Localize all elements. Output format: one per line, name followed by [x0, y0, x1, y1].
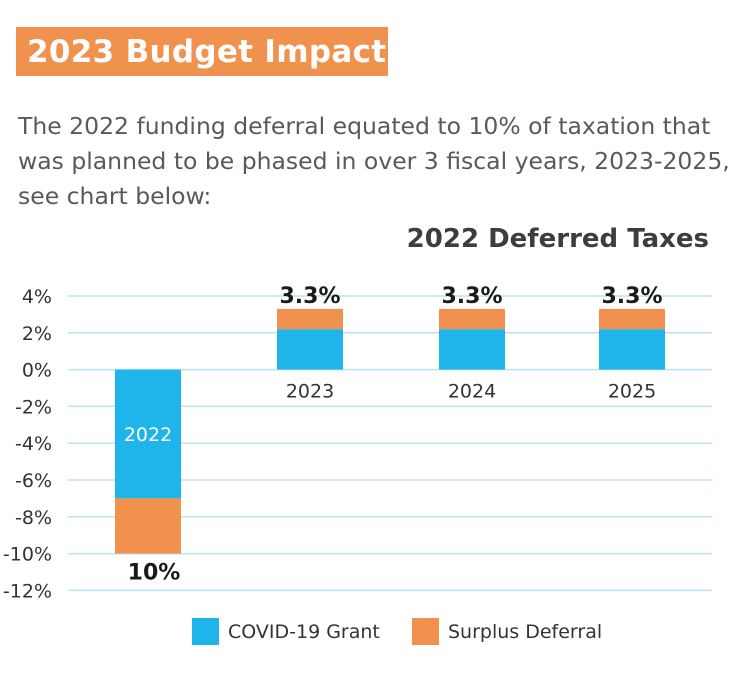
legend-item-covid: COVID-19 Grant — [192, 618, 380, 645]
bar-surplus-deferral — [599, 308, 665, 330]
bar-covid-grant — [277, 329, 343, 370]
chart-title: 2022 Deferred Taxes — [406, 224, 709, 254]
total-data-label: 3.3% — [279, 284, 340, 309]
title-banner: 2023 Budget Impact — [16, 27, 388, 76]
total-data-label: 10% — [128, 561, 181, 586]
category-label: 2023 — [286, 381, 334, 403]
description-text: The 2022 funding deferral equated to 10%… — [18, 112, 730, 210]
y-tick-label: 0% — [22, 360, 52, 382]
y-tick-label: -6% — [15, 470, 52, 492]
total-data-label: 3.3% — [441, 284, 502, 309]
category-label: 2024 — [448, 381, 496, 403]
legend-swatch-surplus — [412, 618, 439, 645]
legend-label-covid: COVID-19 Grant — [228, 620, 380, 643]
y-tick-label: 2% — [22, 323, 52, 345]
legend: COVID-19 Grant Surplus Deferral — [0, 618, 747, 648]
bar-surplus-deferral — [439, 308, 505, 330]
y-tick-label: 4% — [22, 286, 52, 308]
y-tick-label: -8% — [15, 507, 52, 529]
legend-item-surplus: Surplus Deferral — [412, 618, 602, 645]
y-tick-label: -10% — [3, 544, 52, 566]
y-tick-label: -12% — [3, 580, 52, 602]
category-label: 2022 — [124, 424, 172, 446]
y-tick-label: -2% — [15, 396, 52, 418]
bar-surplus-deferral — [277, 308, 343, 330]
legend-label-surplus: Surplus Deferral — [448, 620, 603, 643]
bar-covid-grant — [115, 369, 181, 499]
bar-chart: 4% 2% 0% -2% -4% -6% -8% -10% -12% 2022 10% 2023 3.3… — [3, 284, 712, 602]
y-tick-label: -4% — [15, 433, 52, 455]
total-data-label: 3.3% — [601, 284, 662, 309]
bar-covid-grant — [599, 329, 665, 370]
page-title: 2023 Budget Impact — [27, 33, 387, 70]
legend-swatch-covid — [192, 618, 219, 645]
bar-covid-grant — [439, 329, 505, 370]
category-label: 2025 — [608, 381, 656, 403]
bar-surplus-deferral — [115, 498, 181, 554]
